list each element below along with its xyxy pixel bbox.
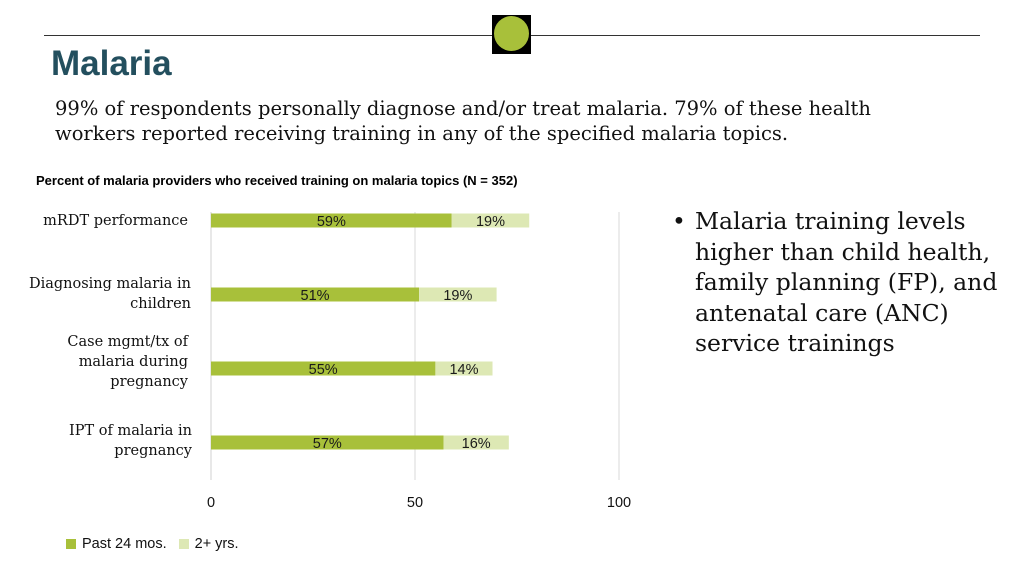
- chart-legend: Past 24 mos. 2+ yrs.: [66, 536, 243, 552]
- key-points-list: • Malaria training levels higher than ch…: [672, 206, 1002, 359]
- legend-swatch: [66, 539, 76, 549]
- legend-label: 2+ yrs.: [194, 536, 239, 552]
- bar-segment: [419, 287, 497, 302]
- category-label: Diagnosing malaria in children: [28, 276, 191, 312]
- bar-segment: [443, 435, 509, 450]
- bar-segment: [451, 213, 530, 228]
- legend-item: 2+ yrs.: [178, 536, 239, 552]
- data-label: 51%: [301, 288, 330, 304]
- chart-title: Percent of malaria providers who receive…: [36, 173, 518, 188]
- data-label: 57%: [313, 436, 342, 452]
- data-label: 14%: [449, 362, 478, 378]
- legend-item: Past 24 mos.: [66, 536, 167, 552]
- bar-segment: [435, 361, 493, 376]
- data-label: 59%: [317, 214, 346, 230]
- page-subtitle: 99% of respondents personally diagnose a…: [55, 97, 871, 145]
- category-label: Case mgmt/tx of malaria during pregnancy: [67, 334, 188, 390]
- data-label: 55%: [309, 362, 338, 378]
- key-point-text: Malaria training levels higher than chil…: [695, 207, 998, 357]
- bar-segment: [211, 435, 444, 450]
- data-label: 19%: [443, 288, 472, 304]
- category-label: IPT of malaria in pregnancy: [69, 423, 192, 459]
- bullet-icon: •: [672, 207, 686, 235]
- key-point: • Malaria training levels higher than ch…: [672, 206, 1002, 359]
- x-tick-label: 50: [407, 495, 423, 511]
- page-title: Malaria: [51, 44, 172, 83]
- x-tick-label: 0: [207, 495, 215, 511]
- bar-segment: [211, 361, 436, 376]
- category-label: mRDT performance: [43, 213, 188, 229]
- bar-segment: [211, 287, 420, 302]
- data-label: 16%: [462, 436, 491, 452]
- legend-label: Past 24 mos.: [82, 536, 167, 552]
- data-label: 19%: [476, 214, 505, 230]
- legend-swatch: [178, 539, 189, 549]
- header-decoration-circle: [494, 16, 529, 51]
- x-tick-label: 100: [607, 495, 631, 511]
- bar-segment: [211, 213, 452, 228]
